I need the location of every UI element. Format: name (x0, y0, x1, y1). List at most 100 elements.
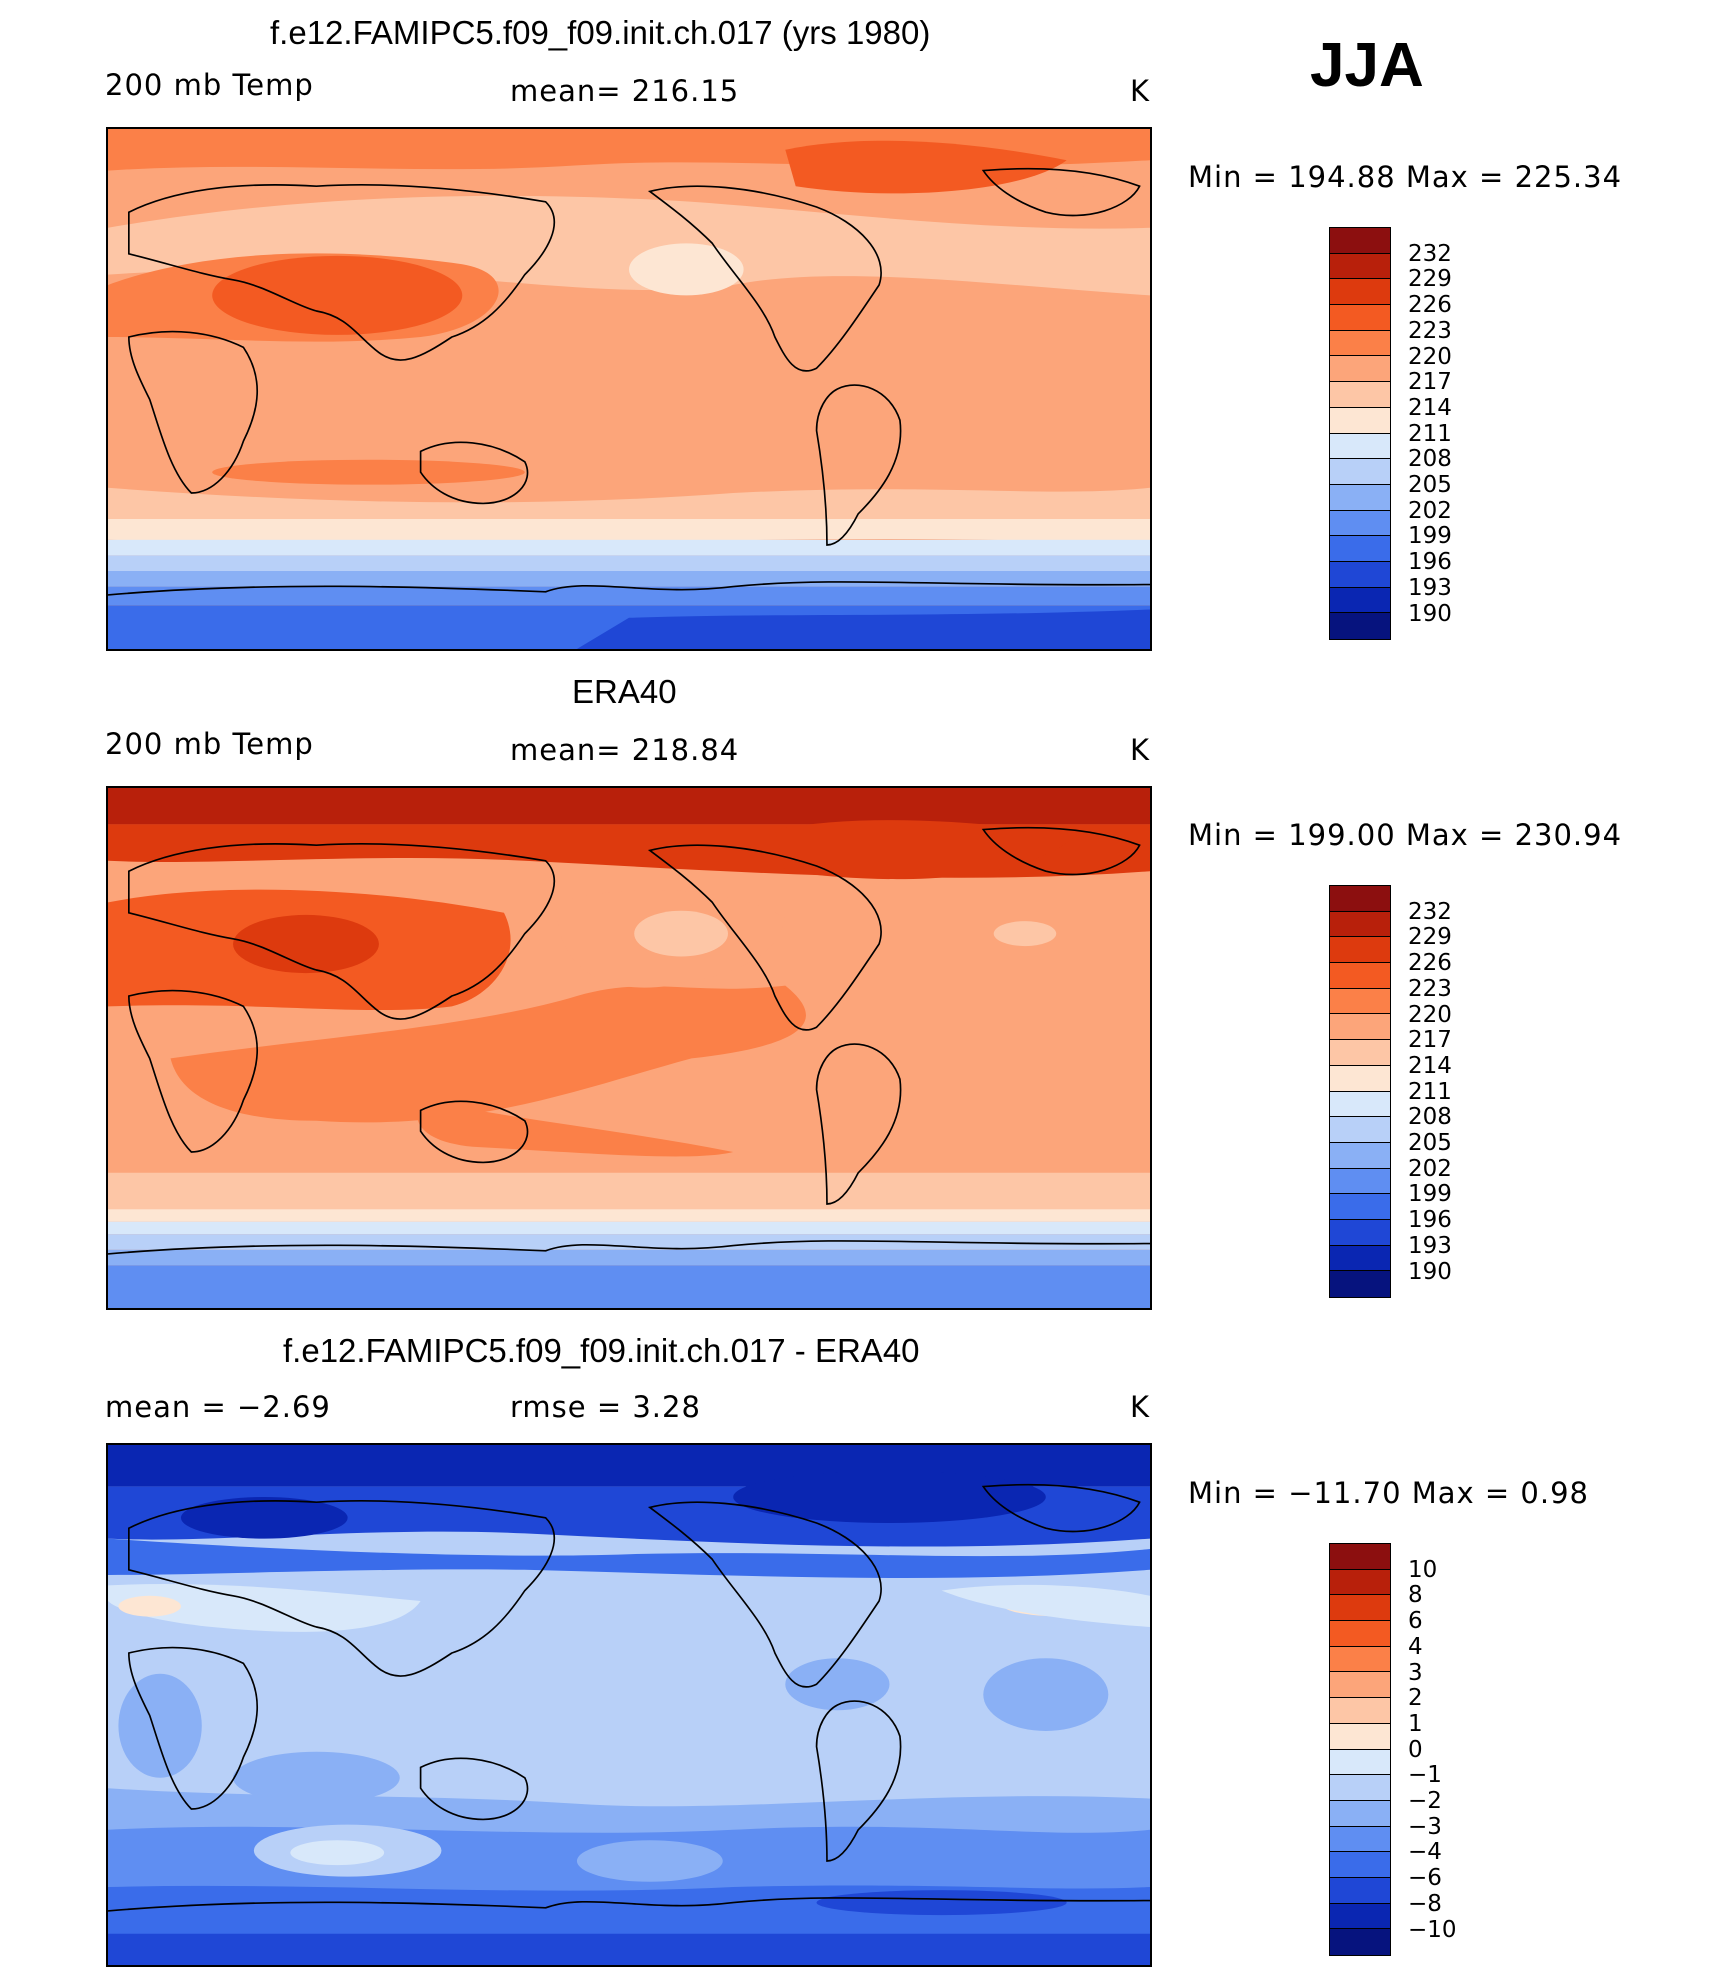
colorbar-tick-label: −3 (1408, 1813, 1442, 1840)
panel3-units: K (1130, 1390, 1151, 1424)
colorbar-tick-label: 217 (1408, 1027, 1452, 1054)
panel2-map (106, 786, 1152, 1310)
colorbar-tick-label: 4 (1408, 1633, 1423, 1660)
colorbar-swatch (1330, 1749, 1390, 1776)
colorbar-tick-label: 193 (1408, 574, 1452, 601)
colorbar-swatch (1330, 484, 1390, 511)
colorbar-tick-label: −4 (1408, 1839, 1442, 1866)
colorbar-tick-label: 8 (1408, 1582, 1423, 1609)
colorbar-swatch (1330, 1040, 1390, 1066)
panel3-minmax: Min = −11.70 Max = 0.98 (1188, 1476, 1589, 1510)
colorbar-tick-label: 223 (1408, 975, 1452, 1002)
colorbar-swatch (1330, 228, 1390, 254)
panel1-units: K (1130, 74, 1151, 108)
colorbar-swatch (1330, 963, 1390, 989)
colorbar-swatch (1330, 1646, 1390, 1673)
colorbar-swatch (1330, 1929, 1390, 1955)
colorbar-swatch (1330, 1903, 1390, 1930)
colorbar-tick-label: −6 (1408, 1865, 1442, 1892)
colorbar-tick-label: −2 (1408, 1788, 1442, 1814)
colorbar-swatch (1330, 561, 1390, 588)
colorbar-swatch (1330, 1117, 1390, 1143)
colorbar-swatch (1330, 1142, 1390, 1169)
colorbar-swatch (1330, 1775, 1390, 1801)
colorbar-tick-label: 208 (1408, 1104, 1452, 1131)
colorbar-tick-label: −10 (1408, 1916, 1457, 1943)
colorbar-swatch (1330, 305, 1390, 331)
panel1-map (106, 127, 1152, 651)
colorbar-tick-label: 202 (1408, 497, 1452, 524)
colorbar-swatch (1330, 433, 1390, 460)
colorbar-swatch (1330, 886, 1390, 912)
panel3-map (106, 1443, 1152, 1967)
colorbar-swatch (1330, 1723, 1390, 1750)
panel2-variable-label: 200 mb Temp (105, 727, 314, 761)
season-label: JJA (1310, 31, 1424, 100)
colorbar-swatch (1330, 1569, 1390, 1596)
panel2-mean-label: mean= 218.84 (510, 733, 740, 767)
panel1-colorbar (1329, 227, 1391, 640)
colorbar-swatch (1330, 1877, 1390, 1904)
colorbar-tick-label: 196 (1408, 549, 1452, 576)
panel3-rmse-label: rmse = 3.28 (510, 1390, 701, 1424)
panel3-title: f.e12.FAMIPC5.f09_f09.init.ch.017 - ERA4… (283, 1332, 920, 1369)
panel3-mean-label: mean = −2.69 (105, 1390, 331, 1424)
colorbar-swatch (1330, 536, 1390, 562)
colorbar-swatch (1330, 407, 1390, 434)
colorbar-swatch (1330, 1621, 1390, 1647)
colorbar-tick-label: 229 (1408, 924, 1452, 951)
colorbar-tick-label: 211 (1408, 1078, 1452, 1105)
colorbar-swatch (1330, 1698, 1390, 1724)
colorbar-tick-label: 220 (1408, 1001, 1452, 1028)
colorbar-tick-label: 205 (1408, 472, 1452, 498)
colorbar-tick-label: 214 (1408, 394, 1452, 421)
panel3-colorbar (1329, 1543, 1391, 1956)
colorbar-swatch (1330, 1091, 1390, 1118)
colorbar-swatch (1330, 1245, 1390, 1272)
colorbar-swatch (1330, 1595, 1390, 1622)
colorbar-swatch (1330, 279, 1390, 306)
colorbar-tick-label: 1 (1408, 1710, 1423, 1737)
colorbar-swatch (1330, 253, 1390, 280)
panel1-title: f.e12.FAMIPC5.f09_f09.init.ch.017 (yrs 1… (270, 14, 931, 51)
colorbar-swatch (1330, 1194, 1390, 1220)
colorbar-tick-label: 205 (1408, 1130, 1452, 1156)
colorbar-swatch (1330, 459, 1390, 485)
colorbar-tick-label: 217 (1408, 369, 1452, 396)
colorbar-tick-label: 6 (1408, 1608, 1423, 1635)
colorbar-swatch (1330, 587, 1390, 614)
colorbar-tick-label: 232 (1408, 898, 1452, 925)
panel2-title: ERA40 (572, 673, 677, 710)
colorbar-swatch (1330, 937, 1390, 964)
colorbar-swatch (1330, 1014, 1390, 1041)
colorbar-swatch (1330, 510, 1390, 537)
colorbar-tick-label: 10 (1408, 1556, 1438, 1583)
colorbar-tick-label: 220 (1408, 343, 1452, 370)
colorbar-swatch (1330, 1672, 1390, 1699)
colorbar-swatch (1330, 1800, 1390, 1827)
colorbar-tick-label: 223 (1408, 317, 1452, 344)
colorbar-swatch (1330, 911, 1390, 938)
colorbar-tick-label: 226 (1408, 950, 1452, 977)
colorbar-tick-label: 199 (1408, 523, 1452, 550)
colorbar-tick-label: 229 (1408, 266, 1452, 293)
colorbar-tick-label: 3 (1408, 1659, 1423, 1686)
colorbar-tick-label: 199 (1408, 1181, 1452, 1208)
panel1-variable-label: 200 mb Temp (105, 68, 314, 102)
colorbar-tick-label: 196 (1408, 1207, 1452, 1234)
colorbar-tick-label: 190 (1408, 600, 1452, 627)
colorbar-swatch (1330, 1168, 1390, 1195)
colorbar-tick-label: −8 (1408, 1890, 1442, 1917)
colorbar-tick-label: 193 (1408, 1232, 1452, 1259)
colorbar-swatch (1330, 1271, 1390, 1297)
colorbar-swatch (1330, 613, 1390, 639)
colorbar-swatch (1330, 988, 1390, 1015)
colorbar-swatch (1330, 1219, 1390, 1246)
panel2-colorbar (1329, 885, 1391, 1298)
colorbar-swatch (1330, 1852, 1390, 1878)
panel2-units: K (1130, 733, 1151, 767)
colorbar-tick-label: 208 (1408, 446, 1452, 473)
colorbar-swatch (1330, 1544, 1390, 1570)
colorbar-swatch (1330, 330, 1390, 357)
colorbar-tick-label: 2 (1408, 1685, 1423, 1712)
